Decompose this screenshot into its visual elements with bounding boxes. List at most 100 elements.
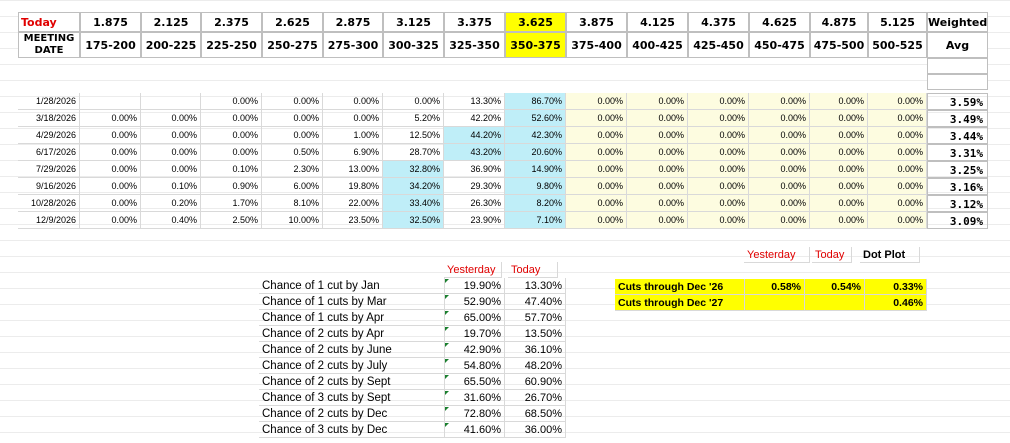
probability-cell[interactable]: 29.30% bbox=[444, 178, 505, 195]
range-header[interactable]: 275-300 bbox=[323, 32, 383, 58]
meeting-date-cell[interactable]: 3/18/2026 bbox=[18, 110, 80, 127]
probability-cell[interactable]: 0.00% bbox=[810, 178, 868, 195]
meeting-date-cell[interactable]: 9/16/2026 bbox=[18, 178, 80, 195]
probability-cell[interactable]: 6.90% bbox=[323, 144, 383, 161]
probability-cell[interactable]: 23.90% bbox=[444, 212, 505, 229]
probability-cell[interactable]: 0.00% bbox=[810, 110, 868, 127]
probability-cell[interactable]: 0.00% bbox=[262, 127, 323, 144]
probability-cell[interactable]: 0.00% bbox=[627, 110, 688, 127]
probability-cell[interactable]: 1.00% bbox=[323, 127, 383, 144]
today-value[interactable]: 36.10% bbox=[505, 342, 566, 358]
yesterday-value[interactable]: 41.60% bbox=[444, 422, 505, 438]
midpoint-header[interactable]: 4.125 bbox=[627, 12, 688, 32]
probability-cell[interactable]: 0.00% bbox=[868, 178, 927, 195]
today-value[interactable]: 13.50% bbox=[505, 326, 566, 342]
probability-cell[interactable]: 26.30% bbox=[444, 195, 505, 212]
probability-cell[interactable]: 9.80% bbox=[505, 178, 566, 195]
probability-cell[interactable]: 0.00% bbox=[566, 161, 627, 178]
probability-cell[interactable]: 0.00% bbox=[868, 110, 927, 127]
midpoint-header[interactable]: 1.875 bbox=[80, 12, 141, 32]
today-value[interactable]: 68.50% bbox=[505, 406, 566, 422]
probability-cell[interactable]: 0.00% bbox=[749, 127, 810, 144]
probability-cell[interactable]: 0.00% bbox=[627, 212, 688, 229]
weighted-avg-cell[interactable]: 3.12% bbox=[927, 195, 988, 212]
probability-cell[interactable]: 0.00% bbox=[201, 144, 262, 161]
probability-cell[interactable]: 0.00% bbox=[566, 195, 627, 212]
probability-cell[interactable]: 0.00% bbox=[80, 110, 141, 127]
probability-cell[interactable]: 0.00% bbox=[323, 110, 383, 127]
probability-cell[interactable]: 0.00% bbox=[141, 127, 201, 144]
midpoint-header[interactable]: 3.375 bbox=[444, 12, 505, 32]
probability-cell[interactable]: 33.40% bbox=[383, 195, 444, 212]
probability-cell[interactable]: 0.00% bbox=[80, 195, 141, 212]
probability-cell[interactable]: 1.70% bbox=[201, 195, 262, 212]
midpoint-header[interactable]: 4.875 bbox=[810, 12, 868, 32]
probability-cell[interactable]: 0.00% bbox=[80, 144, 141, 161]
meeting-date-cell[interactable]: 1/28/2026 bbox=[18, 93, 80, 110]
yesterday-value[interactable]: 31.60% bbox=[444, 390, 505, 406]
chance-label[interactable]: Chance of 2 cuts by Apr bbox=[259, 326, 445, 342]
probability-cell[interactable]: 44.20% bbox=[444, 127, 505, 144]
midpoint-header[interactable]: 4.375 bbox=[688, 12, 749, 32]
meeting-date-cell[interactable]: 4/29/2026 bbox=[18, 127, 80, 144]
probability-cell[interactable]: 0.90% bbox=[201, 178, 262, 195]
today-value[interactable]: 60.90% bbox=[505, 374, 566, 390]
probability-cell[interactable]: 10.00% bbox=[262, 212, 323, 229]
today-value[interactable]: 48.20% bbox=[505, 358, 566, 374]
today-value[interactable]: 47.40% bbox=[505, 294, 566, 310]
probability-cell[interactable]: 0.00% bbox=[383, 93, 444, 110]
probability-cell[interactable]: 0.00% bbox=[810, 127, 868, 144]
weighted-avg-cell[interactable]: 3.25% bbox=[927, 161, 988, 178]
probability-cell[interactable]: 0.00% bbox=[627, 144, 688, 161]
weighted-avg-cell[interactable]: 3.31% bbox=[927, 144, 988, 161]
midpoint-header[interactable]: 2.875 bbox=[323, 12, 383, 32]
probability-cell[interactable]: 42.20% bbox=[444, 110, 505, 127]
yesterday-value[interactable]: 19.90% bbox=[444, 278, 505, 294]
probability-cell[interactable]: 0.00% bbox=[80, 161, 141, 178]
probability-cell[interactable]: 28.70% bbox=[383, 144, 444, 161]
probability-cell[interactable]: 0.00% bbox=[566, 127, 627, 144]
probability-cell[interactable]: 0.00% bbox=[688, 93, 749, 110]
probability-cell[interactable]: 0.00% bbox=[566, 93, 627, 110]
probability-cell[interactable]: 0.00% bbox=[749, 110, 810, 127]
probability-cell[interactable]: 14.90% bbox=[505, 161, 566, 178]
probability-cell[interactable]: 0.00% bbox=[627, 93, 688, 110]
probability-cell[interactable]: 0.10% bbox=[141, 178, 201, 195]
probability-cell[interactable]: 2.50% bbox=[201, 212, 262, 229]
probability-cell[interactable]: 8.20% bbox=[505, 195, 566, 212]
chance-label[interactable]: Chance of 3 cuts by Sept bbox=[259, 390, 445, 406]
probability-cell[interactable]: 23.50% bbox=[323, 212, 383, 229]
probability-cell[interactable]: 42.30% bbox=[505, 127, 566, 144]
probability-cell[interactable]: 0.00% bbox=[688, 161, 749, 178]
probability-cell[interactable]: 0.00% bbox=[688, 178, 749, 195]
probability-cell[interactable]: 0.00% bbox=[868, 144, 927, 161]
probability-cell[interactable]: 0.00% bbox=[688, 110, 749, 127]
probability-cell[interactable]: 0.00% bbox=[627, 127, 688, 144]
probability-cell[interactable]: 7.10% bbox=[505, 212, 566, 229]
yesterday-value[interactable]: 65.00% bbox=[444, 310, 505, 326]
probability-cell[interactable]: 0.00% bbox=[688, 212, 749, 229]
probability-cell[interactable] bbox=[141, 93, 201, 110]
yesterday-value[interactable]: 19.70% bbox=[444, 326, 505, 342]
cuts-today-value[interactable]: 0.54% bbox=[805, 279, 865, 295]
probability-cell[interactable]: 13.00% bbox=[323, 161, 383, 178]
range-header[interactable]: 300-325 bbox=[383, 32, 444, 58]
chance-label[interactable]: Chance of 2 cuts by July bbox=[259, 358, 445, 374]
range-header[interactable]: 425-450 bbox=[688, 32, 749, 58]
probability-cell[interactable]: 0.00% bbox=[688, 144, 749, 161]
range-header[interactable]: 350-375 bbox=[505, 32, 566, 58]
probability-cell[interactable]: 34.20% bbox=[383, 178, 444, 195]
dot-plot-value[interactable]: 0.33% bbox=[865, 279, 927, 295]
range-header[interactable]: 325-350 bbox=[444, 32, 505, 58]
chance-label[interactable]: Chance of 2 cuts by June bbox=[259, 342, 445, 358]
range-header[interactable]: 500-525 bbox=[868, 32, 927, 58]
probability-cell[interactable]: 52.60% bbox=[505, 110, 566, 127]
probability-cell[interactable]: 43.20% bbox=[444, 144, 505, 161]
probability-cell[interactable]: 0.00% bbox=[566, 110, 627, 127]
probability-cell[interactable]: 0.00% bbox=[141, 110, 201, 127]
probability-cell[interactable]: 0.00% bbox=[810, 195, 868, 212]
probability-cell[interactable]: 0.00% bbox=[868, 161, 927, 178]
cuts-label[interactable]: Cuts through Dec '26 bbox=[615, 279, 745, 295]
cuts-yesterday-value[interactable] bbox=[745, 295, 805, 311]
probability-cell[interactable]: 8.10% bbox=[262, 195, 323, 212]
